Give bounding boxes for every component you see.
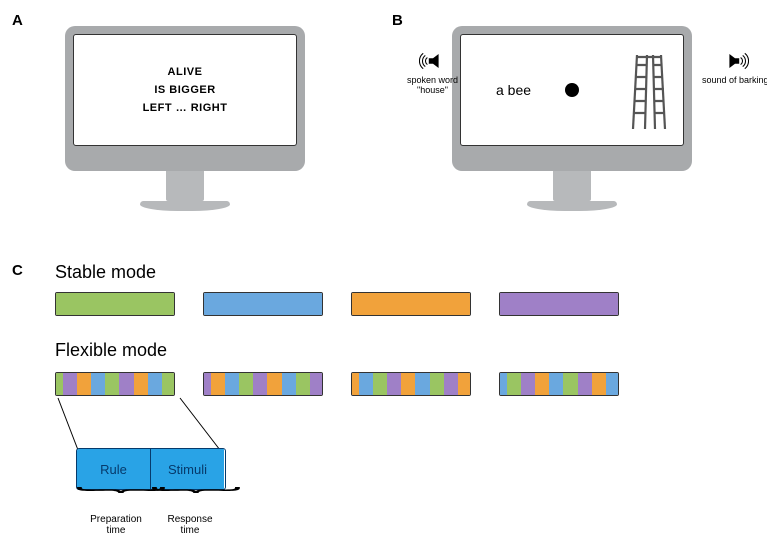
speaker-right-label: sound of barking [702, 76, 767, 86]
trial-block [351, 292, 471, 316]
trial-block [203, 372, 323, 396]
brace-resp-icon: ︸ [150, 488, 242, 510]
panel-label-c: C [12, 262, 23, 279]
speaker-left: spoken word "house" [407, 50, 458, 96]
inset-rule: Rule [77, 449, 150, 489]
panel-label-a: A [12, 12, 23, 29]
flexible-mode-label: Flexible mode [55, 340, 167, 361]
monitor-a: ALIVE IS BIGGER LEFT … RIGHT [65, 26, 305, 211]
resp-caption-2: time [163, 525, 217, 536]
flexible-blocks-row [55, 372, 619, 396]
trial-block [55, 372, 175, 396]
prep-caption-1: Preparation [86, 514, 146, 525]
speaker-right: sound of barking [702, 50, 767, 86]
trial-block [499, 372, 619, 396]
screen-a-line1: ALIVE [143, 66, 228, 78]
speaker-right-icon [721, 50, 749, 72]
screen-b-text: a bee [496, 82, 531, 98]
screen-a-line2: IS BIGGER [143, 84, 228, 96]
stable-blocks-row [55, 292, 619, 316]
trial-block [351, 372, 471, 396]
trial-block [499, 292, 619, 316]
trial-block [203, 292, 323, 316]
ladder-icon [629, 47, 669, 135]
fixation-dot-icon [565, 83, 579, 97]
trial-block [55, 292, 175, 316]
stable-mode-label: Stable mode [55, 262, 156, 283]
monitor-b: a bee [452, 26, 692, 211]
prep-caption-2: time [86, 525, 146, 536]
panel-label-b: B [392, 12, 403, 29]
speaker-left-label2: "house" [407, 86, 458, 96]
rule-stimuli-inset: Rule Stimuli [76, 448, 226, 490]
screen-a-line3: LEFT … RIGHT [143, 102, 228, 114]
inset-stimuli: Stimuli [151, 449, 224, 489]
resp-caption-1: Response [163, 514, 217, 525]
speaker-left-icon [419, 50, 447, 72]
